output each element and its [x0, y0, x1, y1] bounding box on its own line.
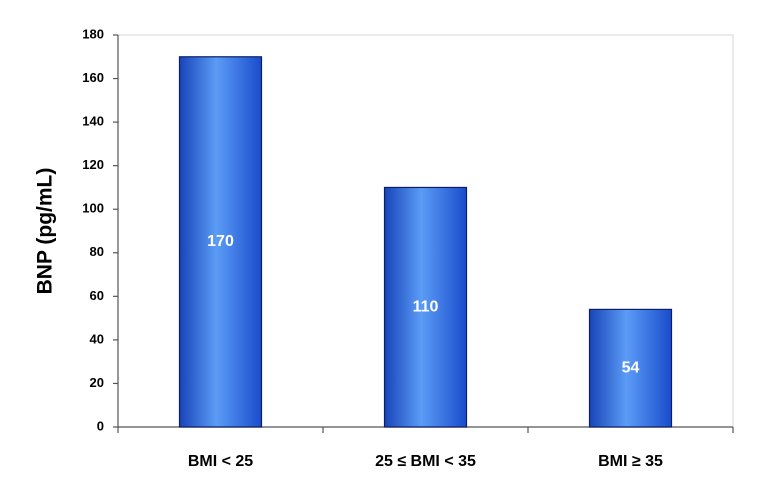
y-tick-label: 0 — [97, 418, 104, 433]
bar — [178, 56, 263, 428]
y-tick-label: 100 — [82, 201, 104, 216]
value-label: 170 — [207, 233, 234, 250]
y-tick-label: 20 — [90, 375, 104, 390]
value-label: 110 — [413, 298, 439, 315]
x-tick-label: BMI ≥ 35 — [598, 453, 663, 470]
y-tick-label: 60 — [90, 288, 104, 303]
value-label: 54 — [622, 359, 640, 376]
x-tick-label: 25 ≤ BMI < 35 — [375, 453, 476, 470]
x-tick-label: BMI < 25 — [188, 453, 253, 470]
bar — [588, 308, 673, 428]
y-tick-label: 40 — [90, 331, 104, 346]
y-axis-label: BNP (pg/mL) — [34, 168, 57, 295]
y-tick-label: 80 — [90, 244, 104, 259]
bar — [383, 186, 468, 428]
y-tick-label: 160 — [82, 70, 104, 85]
y-tick-label: 120 — [82, 157, 104, 172]
y-tick-label: 180 — [82, 26, 104, 41]
y-tick-label: 140 — [82, 114, 104, 129]
